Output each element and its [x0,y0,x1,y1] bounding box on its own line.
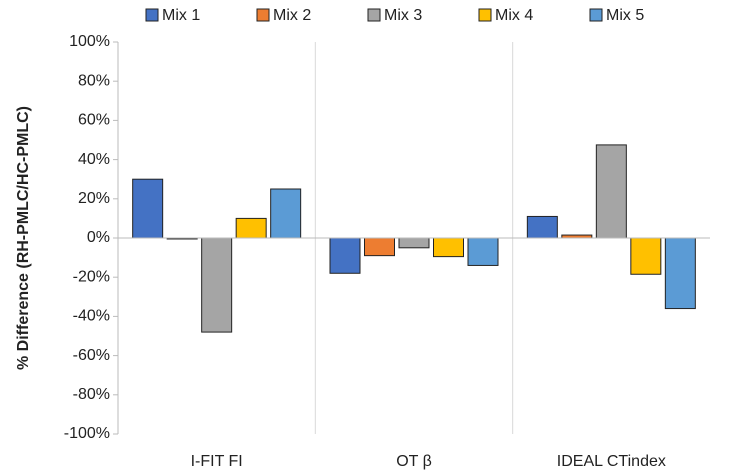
bar [526,215,558,239]
legend-label: Mix 1 [162,7,200,24]
y-tick-label: 60% [78,112,110,129]
legend-swatch [478,8,492,22]
bar [398,237,430,249]
y-tick-label: 0% [87,229,110,246]
y-tick-label: -80% [73,386,110,403]
bar [329,237,361,274]
bar [433,237,464,258]
bar [664,237,696,310]
legend-label: Mix 2 [273,7,311,24]
legend-label: Mix 3 [384,7,422,24]
y-tick-label: 20% [78,190,110,207]
y-tick-label: 40% [78,151,110,168]
legend-swatch [589,8,603,22]
y-tick-label: -20% [73,268,110,285]
bar [201,237,233,333]
y-tick-label: -60% [73,347,110,364]
legend-label: Mix 5 [606,7,644,24]
legend-swatch [256,8,270,22]
y-tick-label: 100% [69,33,110,50]
x-tick-label: IDEAL CTindex [557,453,666,470]
bar [630,237,662,275]
x-tick-label: OT β [396,453,432,470]
bar [467,237,499,266]
bar [132,178,164,239]
bar [364,237,395,257]
legend-label: Mix 4 [495,7,533,24]
x-tick-label: I-FIT FI [191,453,243,470]
bar [235,217,267,239]
y-axis-label: % Difference (RH-PMLC/HC-PMLC) [15,106,32,370]
y-tick-label: -100% [64,425,110,442]
legend-swatch [367,8,381,22]
y-tick-label: 80% [78,72,110,89]
y-tick-label: -40% [73,308,110,325]
bar [595,144,627,239]
bar [270,188,302,239]
legend-swatch [145,8,159,22]
